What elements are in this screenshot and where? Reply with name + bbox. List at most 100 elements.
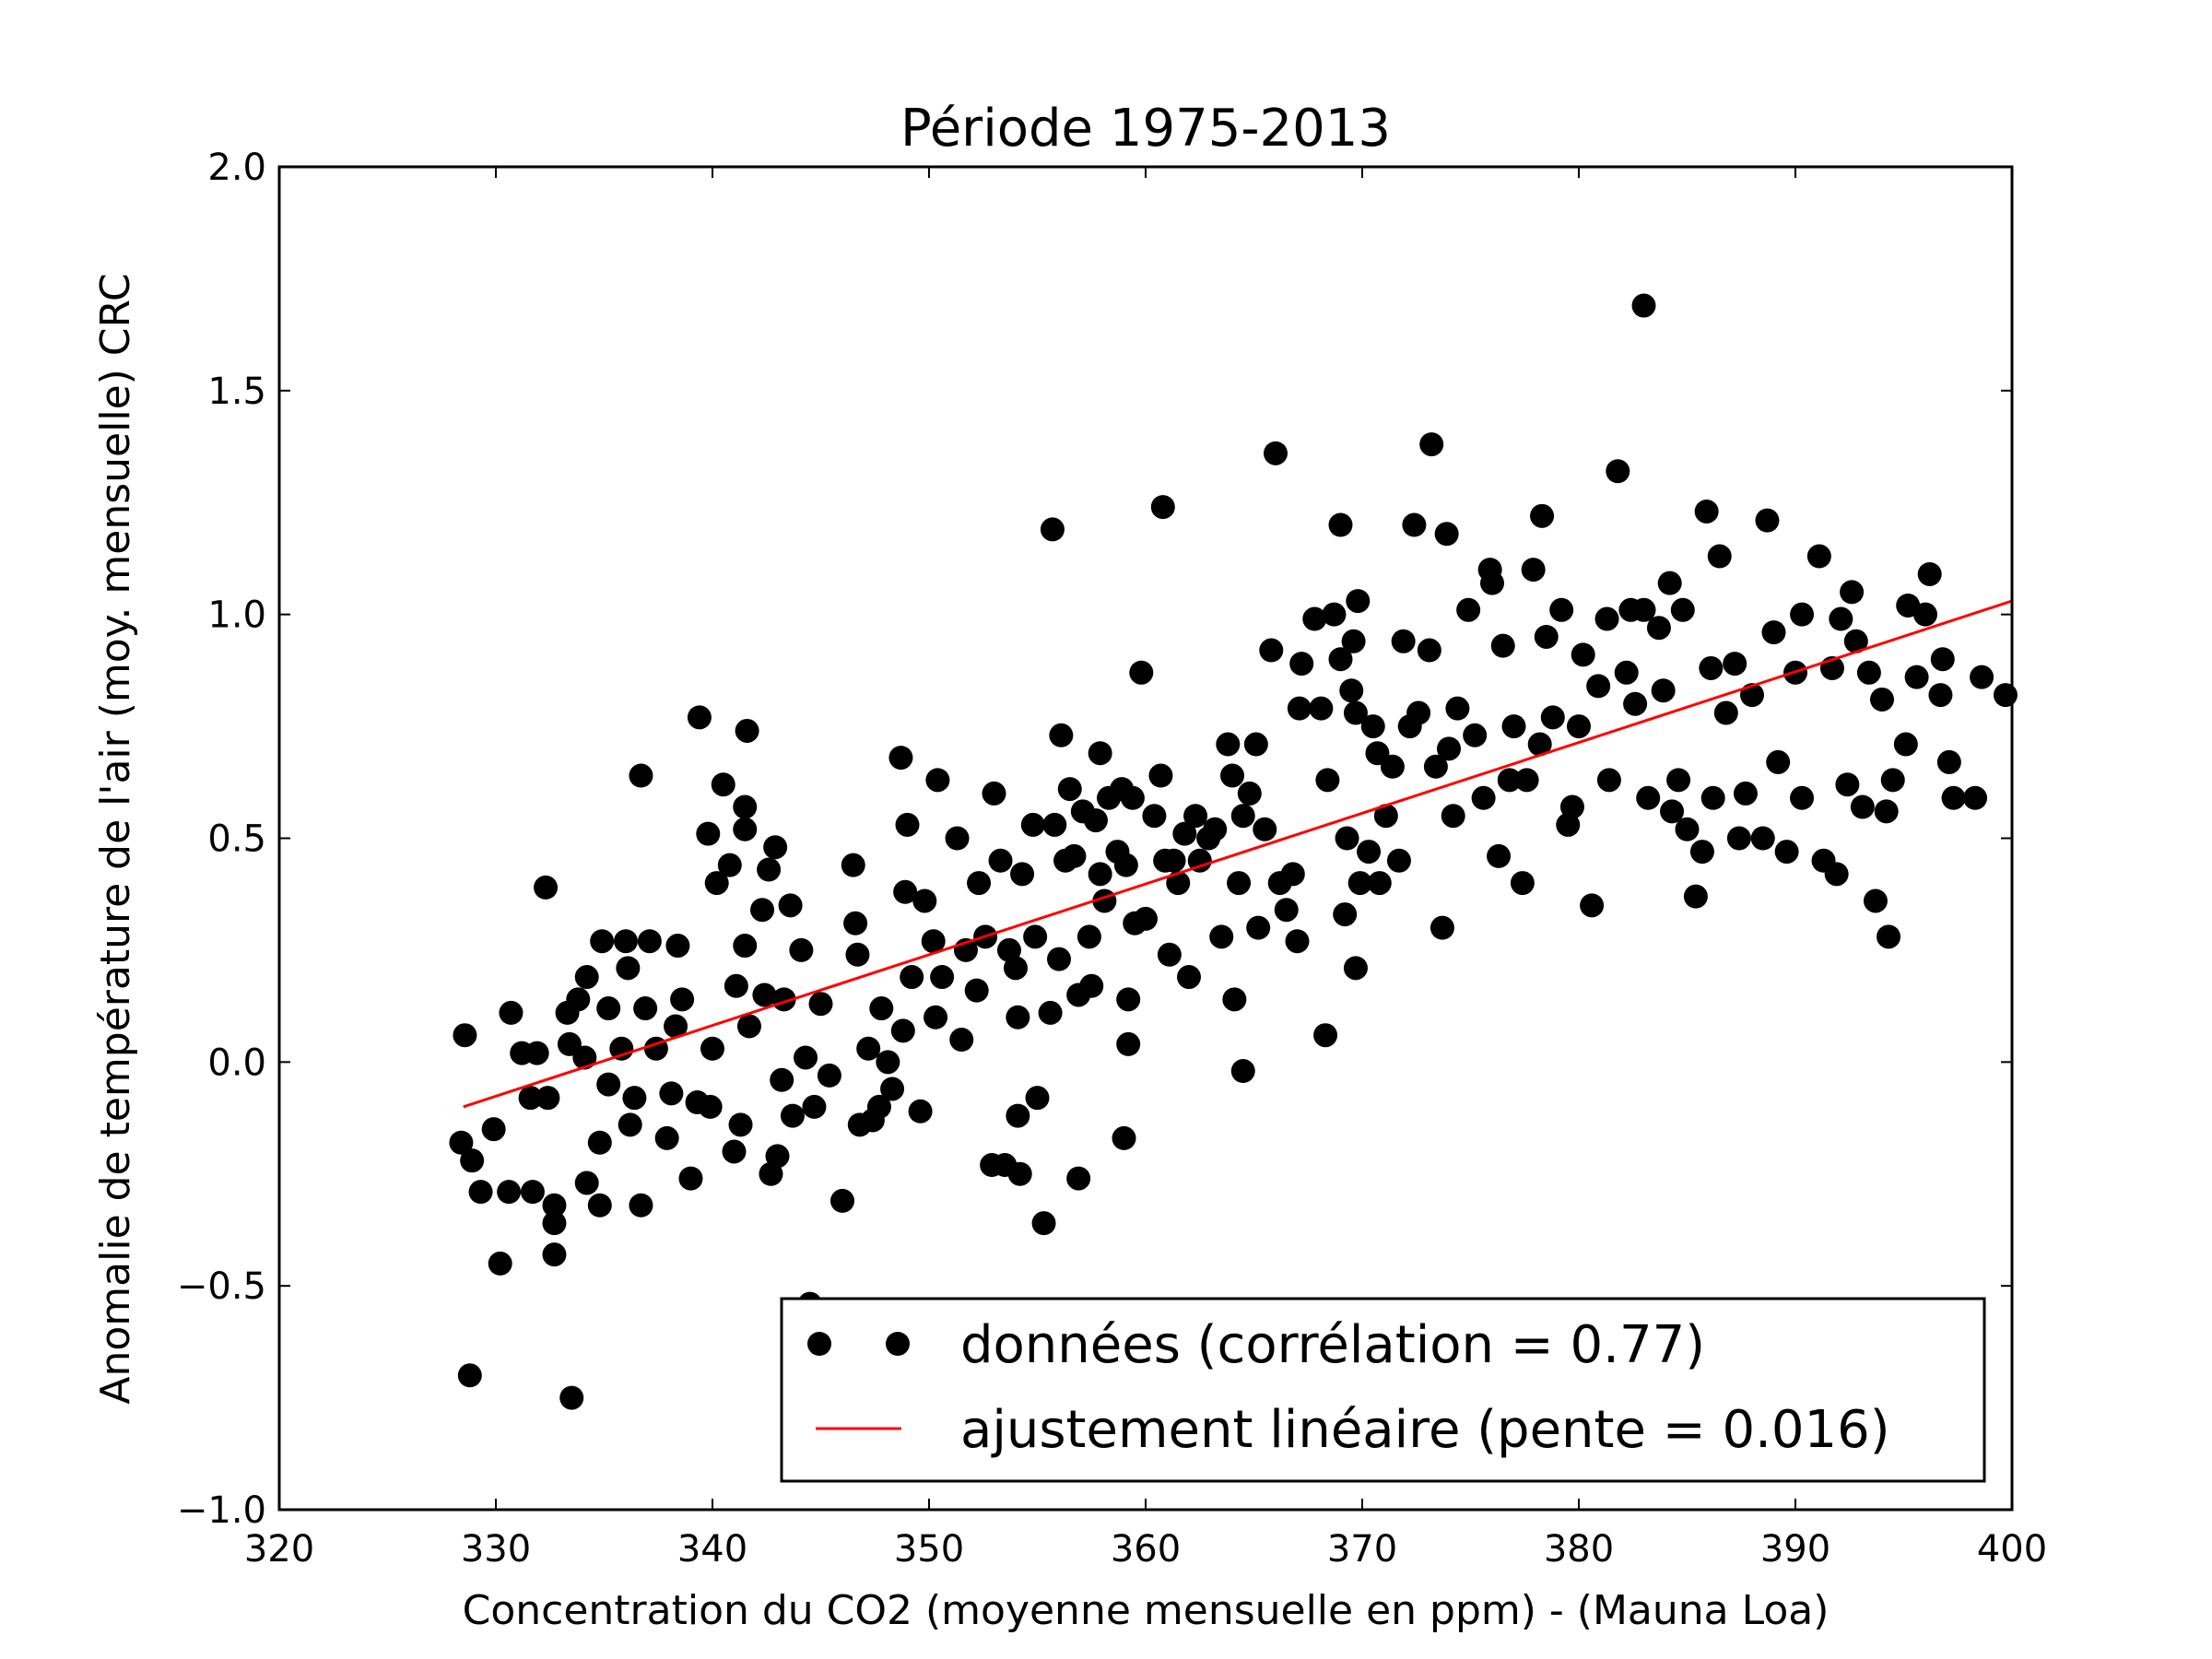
y-tick-label: 1.0	[207, 594, 266, 637]
data-point	[1774, 840, 1799, 865]
data-point	[890, 1018, 915, 1043]
data-point	[1088, 741, 1112, 766]
data-point	[704, 871, 729, 896]
data-point	[802, 1094, 827, 1119]
data-point	[1750, 826, 1775, 851]
data-point	[1963, 785, 1988, 810]
data-point	[1928, 683, 1953, 708]
data-point	[1339, 678, 1364, 703]
x-tick-label: 370	[1327, 1528, 1397, 1571]
data-point	[880, 1077, 905, 1101]
data-point	[700, 1036, 724, 1061]
data-point	[1157, 942, 1182, 967]
y-tick-label: −0.5	[177, 1265, 266, 1308]
data-point	[1187, 848, 1212, 873]
data-point	[1596, 768, 1621, 793]
data-point	[765, 1144, 790, 1169]
data-point	[1631, 293, 1656, 318]
data-point	[1559, 794, 1584, 819]
data-point	[1726, 826, 1751, 851]
data-point	[1840, 580, 1865, 605]
data-point	[1230, 804, 1255, 829]
data-point	[1341, 629, 1366, 653]
data-point	[616, 956, 641, 981]
data-point	[460, 1148, 485, 1173]
data-point	[722, 1139, 747, 1164]
data-point	[664, 1014, 688, 1039]
data-point	[930, 965, 955, 990]
data-point	[717, 853, 742, 877]
data-point	[1651, 678, 1676, 703]
data-point	[1116, 987, 1141, 1012]
data-point	[1246, 915, 1271, 940]
data-point	[1343, 956, 1368, 981]
data-point	[1556, 812, 1581, 837]
data-point	[924, 1005, 948, 1030]
data-point	[659, 1081, 684, 1106]
data-point	[1006, 1103, 1030, 1128]
data-point	[1824, 862, 1849, 887]
data-point	[1540, 705, 1565, 730]
data-point	[1172, 821, 1197, 846]
data-point	[780, 1103, 805, 1128]
data-point	[988, 848, 1013, 873]
data-point	[1237, 781, 1262, 806]
data-point	[622, 1086, 647, 1111]
data-point	[572, 1045, 597, 1070]
y-tick-label: 0.5	[207, 818, 266, 861]
data-point	[670, 987, 695, 1012]
data-point	[457, 1363, 482, 1388]
data-point	[1079, 973, 1104, 998]
data-point	[1049, 723, 1074, 747]
data-point	[488, 1251, 512, 1276]
data-point	[1077, 924, 1101, 949]
data-point	[1220, 763, 1244, 788]
data-point	[1042, 812, 1067, 837]
data-point	[945, 826, 970, 851]
data-point	[1850, 794, 1875, 819]
data-point	[735, 718, 759, 743]
x-tick-label: 360	[1111, 1528, 1181, 1571]
data-point	[1877, 924, 1901, 949]
data-point	[590, 929, 615, 954]
data-point	[789, 937, 814, 962]
data-point	[1402, 512, 1427, 537]
data-point	[1280, 862, 1305, 887]
data-point	[574, 965, 599, 990]
chart-title: Période 1975-2013	[900, 99, 1391, 159]
data-point	[1623, 691, 1648, 716]
data-point	[1445, 696, 1470, 721]
data-point	[1373, 804, 1398, 829]
fit-line	[463, 599, 2013, 1109]
legend-label-fit: ajustement linéaire (pente = 0.016)	[960, 1400, 1890, 1460]
data-point	[830, 1188, 854, 1213]
data-point	[1835, 772, 1860, 797]
data-point	[596, 1072, 621, 1097]
data-point	[1328, 512, 1353, 537]
axis-ticks: 320 330 340 350 360 370 380 390 400 −1.0 −0.5 0.0 0.…	[177, 147, 2047, 1571]
data-point	[1441, 804, 1465, 829]
data-point	[1047, 947, 1071, 971]
data-point	[733, 817, 758, 841]
data-point	[866, 1094, 891, 1119]
data-point	[1755, 508, 1780, 533]
data-point	[1004, 956, 1028, 981]
data-point	[1391, 629, 1416, 653]
data-point	[869, 996, 894, 1021]
y-tick-label: 0.0	[207, 1041, 266, 1084]
data-point	[1490, 633, 1515, 658]
data-point	[711, 772, 735, 797]
data-point	[845, 942, 870, 967]
data-point	[1328, 647, 1353, 672]
data-point	[1112, 1125, 1136, 1150]
data-point	[698, 1094, 723, 1119]
data-point	[1463, 723, 1488, 747]
data-point	[752, 982, 777, 1007]
data-point	[1386, 848, 1411, 873]
data-point	[1062, 843, 1087, 868]
data-point	[1606, 459, 1630, 484]
data-point	[696, 821, 721, 846]
data-point	[499, 1000, 524, 1025]
data-point	[1150, 495, 1175, 520]
data-point	[1333, 902, 1358, 927]
